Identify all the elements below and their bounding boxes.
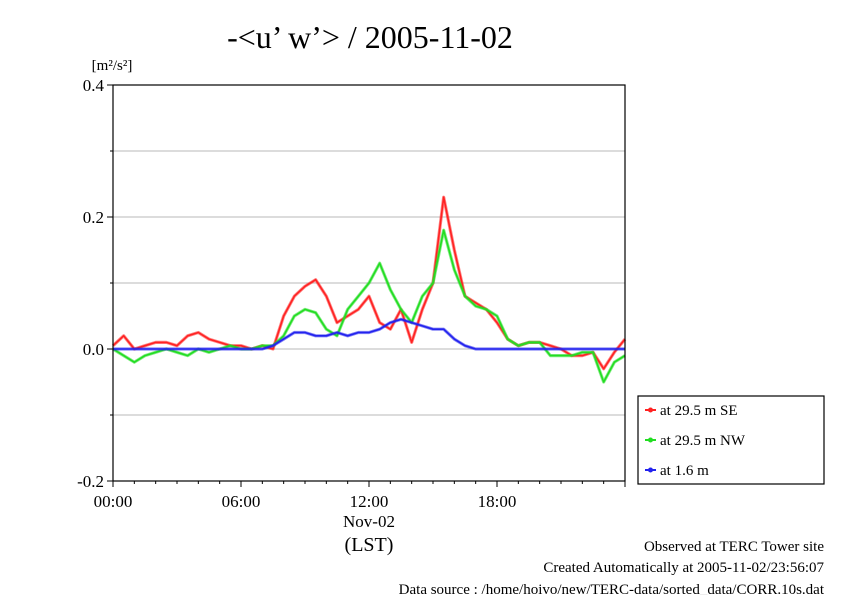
x-date-label: Nov-02: [343, 512, 395, 531]
y-tick-label: 0.0: [83, 340, 104, 359]
y-tick-label: 0.2: [83, 208, 104, 227]
legend-marker: [648, 467, 653, 473]
series-line: [112, 229, 626, 383]
series-lines: [111, 195, 627, 384]
footer-observed: Observed at TERC Tower site: [644, 539, 824, 555]
x-tick-label: 06:00: [222, 492, 261, 511]
legend-label: at 29.5 m NW: [660, 433, 746, 449]
legend-marker: [648, 437, 653, 443]
series-line: [113, 318, 625, 350]
legend: at 29.5 m SE at 29.5 m NW at 1.6 m: [645, 403, 746, 479]
y-tick-label: 0.4: [83, 76, 105, 95]
x-axis-label: (LST): [345, 534, 394, 556]
x-tick-label: 18:00: [478, 492, 517, 511]
x-tick-label: 12:00: [350, 492, 389, 511]
y-unit-label: [m²/s²]: [92, 58, 133, 74]
legend-label: at 29.5 m SE: [660, 403, 738, 419]
legend-label: at 1.6 m: [660, 463, 709, 479]
x-ticks: 00:00 06:00 12:00 18:00: [94, 481, 626, 511]
footer-source: Data source : /home/hoivo/new/TERC-data/…: [399, 582, 825, 595]
legend-marker: [648, 407, 653, 413]
y-tick-label: -0.2: [77, 472, 104, 491]
y-ticks: 0.4 0.2 0.0 -0.2: [77, 76, 113, 491]
series-line-halo: [112, 228, 626, 384]
x-tick-label: 00:00: [94, 492, 133, 511]
chart-title: -<u’ w’> / 2005-11-02: [227, 19, 513, 55]
footer-created: Created Automatically at 2005-11-02/23:5…: [543, 560, 824, 576]
legend-box: [637, 395, 825, 485]
